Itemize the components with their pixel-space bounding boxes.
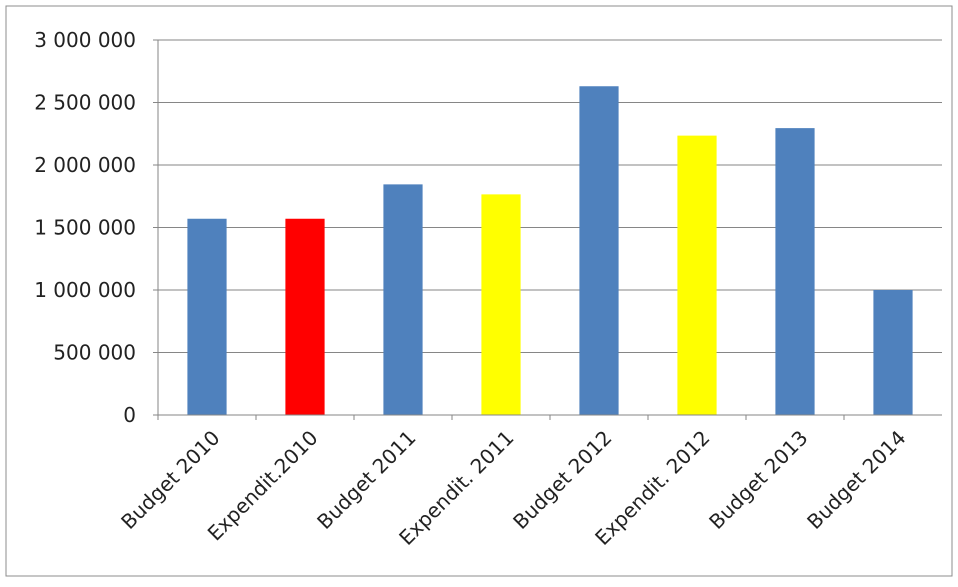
y-axis-ticks: 0 500 000 1 000 000 1 500 000 2 000 000 2 500…: [34, 28, 158, 427]
y-tick-label: 0: [123, 403, 136, 427]
y-tick-label: 3 000 000: [34, 28, 136, 52]
y-tick-label: 500 000: [53, 341, 136, 365]
y-tick-label: 2 500 000: [34, 91, 136, 115]
bar: [285, 218, 325, 415]
bar: [775, 128, 815, 415]
bar: [187, 218, 227, 415]
bar: [873, 290, 913, 415]
bar: [677, 135, 717, 415]
bar: [579, 86, 619, 415]
bar: [481, 194, 521, 415]
y-tick-label: 2 000 000: [34, 153, 136, 177]
bars: [157, 86, 913, 420]
y-tick-label: 1 500 000: [34, 216, 136, 240]
y-tick-label: 1 000 000: [34, 278, 136, 302]
bar: [383, 184, 423, 415]
